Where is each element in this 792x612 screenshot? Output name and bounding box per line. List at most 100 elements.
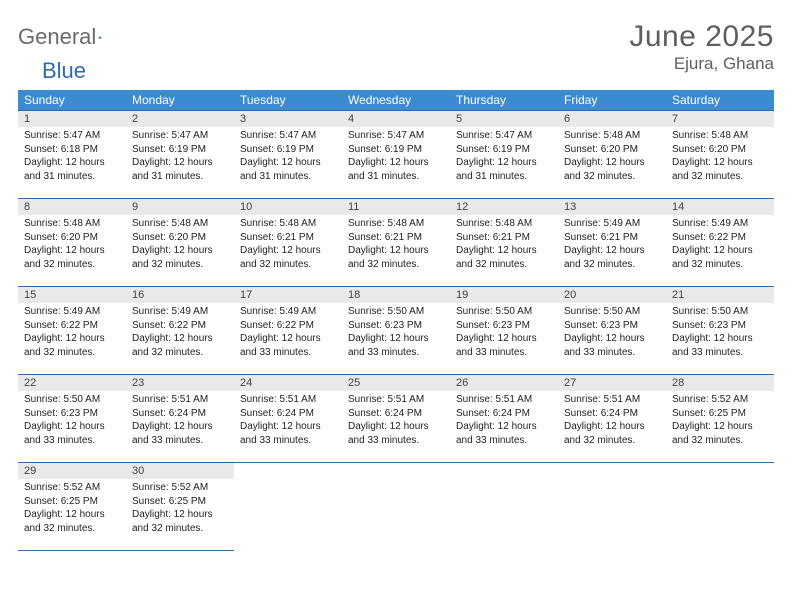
sunset-line: Sunset: 6:25 PM [24,496,98,507]
sunset-line: Sunset: 6:19 PM [456,144,530,155]
sunset-line: Sunset: 6:20 PM [24,232,98,243]
calendar-cell: 21Sunrise: 5:50 AMSunset: 6:23 PMDayligh… [666,287,774,375]
calendar-table: Sunday Monday Tuesday Wednesday Thursday… [18,90,774,551]
day-body: Sunrise: 5:48 AMSunset: 6:21 PMDaylight:… [342,215,450,275]
daylight-line: Daylight: 12 hours and 33 minutes. [240,333,321,358]
calendar-row: 29Sunrise: 5:52 AMSunset: 6:25 PMDayligh… [18,463,774,551]
day-number: 16 [126,287,234,303]
day-body: Sunrise: 5:48 AMSunset: 6:21 PMDaylight:… [450,215,558,275]
sunrise-line: Sunrise: 5:52 AM [132,482,208,493]
day-body: Sunrise: 5:48 AMSunset: 6:20 PMDaylight:… [126,215,234,275]
daylight-line: Daylight: 12 hours and 32 minutes. [564,157,645,182]
logo-triangle-icon [98,28,102,46]
sunrise-line: Sunrise: 5:48 AM [132,218,208,229]
day-body: Sunrise: 5:51 AMSunset: 6:24 PMDaylight:… [558,391,666,451]
weekday-header: Sunday [18,90,126,111]
weekday-header: Monday [126,90,234,111]
day-number: 26 [450,375,558,391]
day-body: Sunrise: 5:51 AMSunset: 6:24 PMDaylight:… [234,391,342,451]
day-body: Sunrise: 5:50 AMSunset: 6:23 PMDaylight:… [558,303,666,363]
calendar-cell [342,463,450,551]
sunrise-line: Sunrise: 5:51 AM [348,394,424,405]
day-number: 28 [666,375,774,391]
sunset-line: Sunset: 6:22 PM [132,320,206,331]
sunset-line: Sunset: 6:24 PM [240,408,314,419]
calendar-cell: 28Sunrise: 5:52 AMSunset: 6:25 PMDayligh… [666,375,774,463]
day-number: 17 [234,287,342,303]
day-number: 12 [450,199,558,215]
day-body: Sunrise: 5:51 AM Sunset: 6:24 PM Daylight:… [450,391,558,451]
sunrise-line: Sunrise: 5:47 AM [240,130,316,141]
sunset-line: Sunset: 6:23 PM [564,320,638,331]
day-number: 15 [18,287,126,303]
sunset-line: Sunset: 6:20 PM [564,144,638,155]
sunrise-line: Sunrise: 5:49 AM [672,218,748,229]
location-subtitle: Ejura, Ghana [629,54,774,74]
day-body: Sunrise: 5:50 AMSunset: 6:23 PMDaylight:… [666,303,774,363]
daylight-line: Daylight: 12 hours and 33 minutes. [456,333,537,358]
sunset-line: Sunset: 6:24 PM [456,408,530,419]
day-number: 21 [666,287,774,303]
day-body: Sunrise: 5:48 AMSunset: 6:21 PMDaylight:… [234,215,342,275]
sunset-line: Sunset: 6:24 PM [564,408,638,419]
sunset-line: Sunset: 6:24 PM [132,408,206,419]
day-number: 7 [666,111,774,127]
calendar-cell: 25Sunrise: 5:51 AMSunset: 6:24 PMDayligh… [342,375,450,463]
day-body: Sunrise: 5:47 AMSunset: 6:19 PMDaylight:… [126,127,234,187]
daylight-line: Daylight: 12 hours and 33 minutes. [24,421,105,446]
day-number: 6 [558,111,666,127]
day-body: Sunrise: 5:48 AM Sunset: 6:20 PM Daylight:… [558,127,666,187]
calendar-cell: 2Sunrise: 5:47 AMSunset: 6:19 PMDaylight… [126,111,234,199]
calendar-cell: 11Sunrise: 5:48 AMSunset: 6:21 PMDayligh… [342,199,450,287]
day-body: Sunrise: 5:47 AMSunset: 6:18 PMDaylight:… [18,127,126,187]
sunrise-line: Sunrise: 5:48 AM [564,130,640,141]
daylight-line: Daylight: 12 hours and 33 minutes. [132,421,213,446]
logo-word-2: Blue [42,58,86,83]
calendar-cell: 3Sunrise: 5:47 AMSunset: 6:19 PMDaylight… [234,111,342,199]
sunset-line: Sunset: 6:18 PM [24,144,98,155]
day-number: 10 [234,199,342,215]
day-number: 14 [666,199,774,215]
sunrise-line: Sunrise: 5:52 AM [24,482,100,493]
daylight-line: Daylight: 12 hours and 31 minutes. [348,157,429,182]
sunrise-line: Sunrise: 5:47 AM [456,130,532,141]
sunrise-line: Sunrise: 5:48 AM [240,218,316,229]
month-title: June 2025 [629,20,774,54]
sunset-line: Sunset: 6:21 PM [348,232,422,243]
day-number: 13 [558,199,666,215]
daylight-line: Daylight: 12 hours and 32 minutes. [348,245,429,270]
day-number: 20 [558,287,666,303]
calendar-cell: 27Sunrise: 5:51 AMSunset: 6:24 PMDayligh… [558,375,666,463]
day-number: 23 [126,375,234,391]
day-body: Sunrise: 5:49 AMSunset: 6:22 PMDaylight:… [234,303,342,363]
calendar-cell: 9Sunrise: 5:48 AMSunset: 6:20 PMDaylight… [126,199,234,287]
sunset-line: Sunset: 6:23 PM [24,408,98,419]
sunrise-line: Sunrise: 5:51 AM [456,394,532,405]
sunrise-line: Sunrise: 5:49 AM [132,306,208,317]
calendar-cell: 4Sunrise: 5:47 AMSunset: 6:19 PMDaylight… [342,111,450,199]
sunset-line: Sunset: 6:22 PM [240,320,314,331]
day-number: 30 [126,463,234,479]
calendar-row: 8Sunrise: 5:48 AMSunset: 6:20 PMDaylight… [18,199,774,287]
sunrise-line: Sunrise: 5:51 AM [132,394,208,405]
sunset-line: Sunset: 6:24 PM [348,408,422,419]
day-number: 29 [18,463,126,479]
weekday-header-row: Sunday Monday Tuesday Wednesday Thursday… [18,90,774,111]
sunrise-line: Sunrise: 5:52 AM [672,394,748,405]
calendar-cell: 1Sunrise: 5:47 AMSunset: 6:18 PMDaylight… [18,111,126,199]
calendar-cell [666,463,774,551]
sunrise-line: Sunrise: 5:49 AM [564,218,640,229]
daylight-line: Daylight: 12 hours and 33 minutes. [456,421,537,446]
day-number: 24 [234,375,342,391]
sunset-line: Sunset: 6:22 PM [24,320,98,331]
calendar-row: 15Sunrise: 5:49 AMSunset: 6:22 PMDayligh… [18,287,774,375]
daylight-line: Daylight: 12 hours and 32 minutes. [240,245,321,270]
logo: General [18,20,120,50]
calendar-cell [234,463,342,551]
calendar-cell: 7Sunrise: 5:48 AMSunset: 6:20 PMDaylight… [666,111,774,199]
daylight-line: Daylight: 12 hours and 31 minutes. [24,157,105,182]
day-number: 3 [234,111,342,127]
sunrise-line: Sunrise: 5:50 AM [348,306,424,317]
sunset-line: Sunset: 6:19 PM [348,144,422,155]
sunrise-line: Sunrise: 5:49 AM [24,306,100,317]
